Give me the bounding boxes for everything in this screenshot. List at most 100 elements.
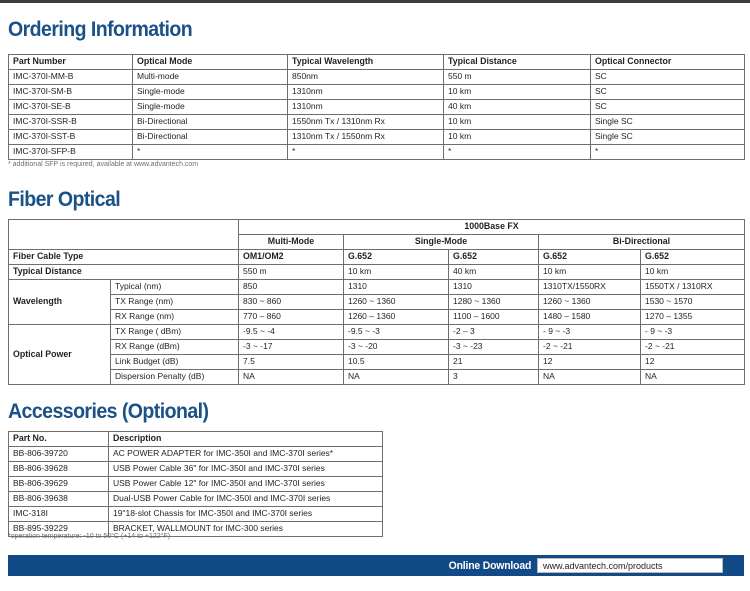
cell-optical-mode: Single-mode [132,84,288,100]
cell-typical-distance-sm1: 10 km [343,264,449,280]
column-header-bi-directional: Bi-Directional [537,234,746,250]
table-row: RX Range (dBm) -3 ~ -17 -3 ~ -20 -3 ~ -2… [9,339,746,355]
cell-optical-mode: Multi-mode [132,69,288,85]
cell-link-budget-bd1: 12 [538,354,641,370]
row-label-wavelength-typical: Typical (nm) [110,279,239,295]
fiber-optical-table: 1000Base FX Multi-Mode Single-Mode Bi-Di… [8,219,746,385]
column-header-1000base-fx: 1000Base FX [237,219,746,235]
column-header-typical-distance: Typical Distance [443,54,591,70]
row-label-wavelength-rx-range: RX Range (nm) [110,309,239,325]
cell-optical-power-tx-sm2: -2 – 3 [448,324,539,340]
online-download-url[interactable]: www.advantech.com/products [537,558,723,573]
table-row: BB-806-39628 USB Power Cable 36" for IMC… [8,461,383,477]
cell-dispersion-penalty-sm2: 3 [448,369,539,385]
row-group-label-wavelength: Wavelength [8,279,111,325]
cell-wavelength-typical-sm1: 1310 [343,279,449,295]
top-rule [0,0,750,3]
cell-link-budget-sm2: 21 [448,354,539,370]
cell-optical-mode: Bi-Directional [132,114,288,130]
column-header-optical-connector: Optical Connector [590,54,745,70]
cell-description: USB Power Cable 12" for IMC-350I and IMC… [108,476,383,492]
cell-typical-distance-sm2: 40 km [448,264,539,280]
cell-fiber-cable-type-bd1: G.652 [538,249,641,265]
table-row: TX Range (nm) 830 ~ 860 1260 ~ 1360 1280… [9,294,746,310]
cell-part-no: IMC-318I [8,506,109,522]
table-header-row-group: 1000Base FX [8,219,746,250]
cell-optical-power-tx-bd1: - 9 ~ -3 [538,324,641,340]
cell-wavelength-rx-sm2: 1100 – 1600 [448,309,539,325]
cell-optical-power-rx-bd1: -2 ~ -21 [538,339,641,355]
ordering-footnote: * additional SFP is required, available … [8,161,199,168]
cell-dispersion-penalty-mm: NA [238,369,344,385]
row-label-optical-power-rx-range: RX Range (dBm) [110,339,239,355]
column-header-multi-mode: Multi-Mode [238,234,344,250]
cell-optical-connector: * [590,144,745,160]
ordering-information-table: Part Number Optical Mode Typical Wavelen… [8,54,745,160]
cell-optical-power-rx-sm2: -3 ~ -23 [448,339,539,355]
cell-optical-connector: Single SC [590,129,745,145]
cell-part-no: BB-806-39628 [8,461,109,477]
cell-wavelength-typical-mm: 850 [238,279,344,295]
row-label-typical-distance: Typical Distance [8,264,239,280]
table-row: Optical Power TX Range ( dBm) -9.5 ~ -4 … [8,324,746,385]
cell-wavelength-tx-bd2: 1530 ~ 1570 [639,294,746,310]
table-row-fiber-cable-type: Fiber Cable Type OM1/OM2 G.652 G.652 G.6… [8,249,746,265]
cell-typical-distance: 550 m [443,69,591,85]
table-row: Wavelength Typical (nm) 850 1310 1310 13… [8,279,746,325]
table-row: RX Range (nm) 770 – 860 1260 – 1360 1100… [9,309,746,325]
column-header-part-number: Part Number [8,54,133,70]
table-row: BB-806-39629 USB Power Cable 12" for IMC… [8,476,383,492]
cell-part-number: IMC-370I-MM-B [8,69,133,85]
table-header-row: Part Number Optical Mode Typical Wavelen… [8,54,745,70]
cell-wavelength-rx-bd1: 1480 – 1580 [538,309,641,325]
footer-bar: Online Download www.advantech.com/produc… [8,555,744,576]
cell-link-budget-mm: 7.5 [238,354,344,370]
cell-description: Dual-USB Power Cable for IMC-350I and IM… [108,491,383,507]
table-row: IMC-370I-SST-B Bi-Directional 1310nm Tx … [8,129,745,145]
table-header-row: Part No. Description [8,431,383,447]
row-label-link-budget: Link Budget (dB) [110,354,239,370]
row-label-dispersion-penalty: Dispersion Penalty (dB) [110,369,239,385]
section-title-ordering-information: Ordering Information [8,18,193,41]
cell-part-no: BB-806-39638 [8,491,109,507]
table-row: BB-895-39229 BRACKET, WALLMOUNT for IMC-… [8,521,383,537]
section-title-fiber-optical: Fiber Optical [8,188,121,211]
table-row: IMC-370I-SFP-B * * * * [8,144,745,160]
table-row: IMC-370I-SSR-B Bi-Directional 1550nm Tx … [8,114,745,130]
cell-part-no: BB-806-39720 [8,446,109,462]
header-spacer-cell [8,219,239,250]
cell-dispersion-penalty-bd2: NA [639,369,746,385]
column-header-single-mode: Single-Mode [343,234,539,250]
cell-part-number: IMC-370I-SSR-B [8,114,133,130]
cell-optical-connector: Single SC [590,114,745,130]
table-row: Link Budget (dB) 7.5 10.5 21 12 12 [9,354,746,370]
cell-typical-distance-bd1: 10 km [538,264,641,280]
column-header-part-no: Part No. [8,431,109,447]
table-row: Dispersion Penalty (dB) NA NA 3 NA NA [9,369,746,385]
cell-optical-power-tx-sm1: -9.5 ~ -3 [343,324,449,340]
cell-typical-wavelength: 1310nm Tx / 1550nm Rx [287,129,444,145]
cell-optical-power-tx-mm: -9.5 ~ -4 [238,324,344,340]
cell-typical-distance: * [443,144,591,160]
cell-part-number: IMC-370I-SE-B [8,99,133,115]
cell-description: 19"18-slot Chassis for IMC-350I and IMC-… [108,506,383,522]
table-row: IMC-318I 19"18-slot Chassis for IMC-350I… [8,506,383,522]
cell-optical-power-rx-sm1: -3 ~ -20 [343,339,449,355]
cell-typical-distance-bd2: 10 km [639,264,746,280]
row-label-fiber-cable-type: Fiber Cable Type [8,249,239,265]
cell-optical-power-rx-bd2: -2 ~ -21 [639,339,746,355]
cell-link-budget-bd2: 12 [639,354,746,370]
accessories-footnote: *operation temperature: -10 to 50°C (+14… [8,533,171,540]
cell-optical-power-tx-bd2: - 9 ~ -3 [639,324,746,340]
cell-fiber-cable-type-mm: OM1/OM2 [238,249,344,265]
cell-optical-mode: Bi-Directional [132,129,288,145]
cell-link-budget-sm1: 10.5 [343,354,449,370]
cell-wavelength-rx-sm1: 1260 – 1360 [343,309,449,325]
column-header-description: Description [108,431,383,447]
table-row: BB-806-39720 AC POWER ADAPTER for IMC-35… [8,446,383,462]
cell-wavelength-tx-bd1: 1260 ~ 1360 [538,294,641,310]
cell-wavelength-typical-sm2: 1310 [448,279,539,295]
cell-description: BRACKET, WALLMOUNT for IMC-300 series [108,521,383,537]
cell-description: AC POWER ADAPTER for IMC-350I and IMC-37… [108,446,383,462]
cell-wavelength-typical-bd1: 1310TX/1550RX [538,279,641,295]
